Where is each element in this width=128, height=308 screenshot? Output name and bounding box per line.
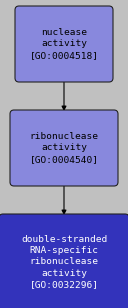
Text: ribonuclease
activity
[GO:0004540]: ribonuclease activity [GO:0004540] bbox=[29, 132, 99, 164]
Text: double-stranded
RNA-specific
ribonuclease
activity
[GO:0032296]: double-stranded RNA-specific ribonucleas… bbox=[21, 235, 107, 290]
FancyBboxPatch shape bbox=[0, 214, 128, 308]
FancyBboxPatch shape bbox=[10, 110, 118, 186]
Text: nuclease
activity
[GO:0004518]: nuclease activity [GO:0004518] bbox=[29, 28, 99, 60]
FancyBboxPatch shape bbox=[15, 6, 113, 82]
